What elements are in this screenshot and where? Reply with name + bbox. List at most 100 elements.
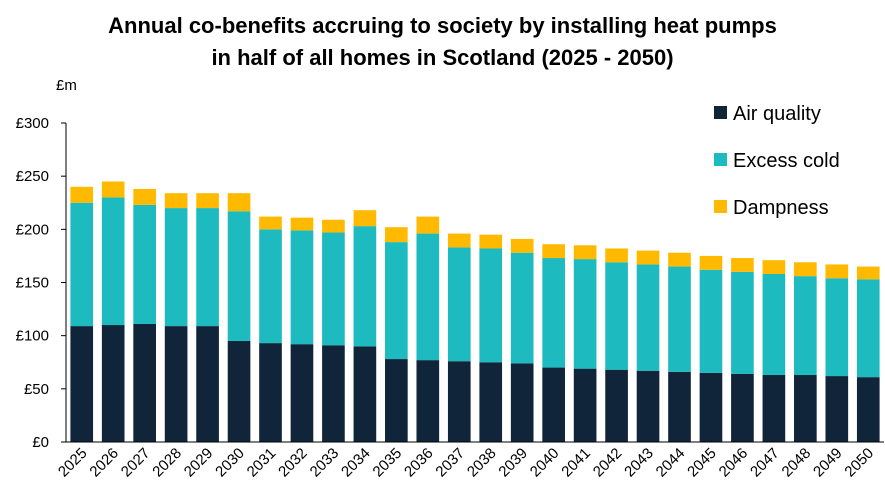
x-tick-label: 2040 [527,445,563,481]
bar-excess-cold-2049 [825,278,849,377]
bar-air-quality-2026 [101,325,125,442]
bar-air-quality-2034 [353,346,377,442]
bar-excess-cold-2030 [227,211,251,341]
x-tick-label: 2032 [275,445,311,481]
bar-air-quality-2038 [479,362,503,442]
bar-air-quality-2030 [227,340,251,442]
bar-air-quality-2037 [447,361,471,442]
bar-dampness-2032 [290,217,314,231]
bar-excess-cold-2028 [164,208,188,327]
bar-excess-cold-2033 [322,232,345,346]
bar-dampness-2029 [196,193,219,209]
bar-air-quality-2033 [322,345,345,442]
x-tick-label: 2036 [401,445,437,481]
legend-swatch [714,200,727,213]
bar-excess-cold-2044 [668,266,691,372]
legend-label: Excess cold [733,150,840,172]
bar-excess-cold-2043 [636,264,660,371]
x-tick-label: 2034 [338,445,374,481]
bar-air-quality-2039 [510,363,534,442]
x-tick-label: 2026 [86,445,122,481]
bar-excess-cold-2034 [353,226,377,347]
bar-dampness-2044 [668,252,691,267]
bar-excess-cold-2047 [762,273,786,376]
bar-air-quality-2048 [794,375,817,442]
x-tick-label: 2027 [118,445,154,481]
bar-excess-cold-2026 [101,197,125,326]
bar-air-quality-2044 [668,371,691,442]
bar-dampness-2031 [259,216,282,230]
x-tick-label: 2039 [495,445,531,481]
x-tick-label: 2046 [716,445,752,481]
bar-air-quality-2036 [416,360,440,442]
bar-dampness-2041 [573,245,597,260]
bar-dampness-2026 [101,181,125,198]
bar-air-quality-2028 [164,326,188,442]
x-tick-label: 2042 [590,445,626,481]
chart-title: Annual co-benefits accruing to society b… [0,10,885,74]
bar-excess-cold-2027 [133,204,156,324]
bar-dampness-2028 [164,193,188,209]
x-tick-label: 2037 [432,445,468,481]
y-tick-label: £250 [16,168,49,185]
y-tick-label: £0 [32,434,49,451]
bar-dampness-2030 [227,193,251,212]
x-tick-label: 2035 [370,445,406,481]
y-tick-label: £300 [16,115,49,132]
bar-excess-cold-2031 [259,229,282,344]
bar-air-quality-2031 [259,343,282,442]
bar-dampness-2035 [385,227,408,243]
bar-excess-cold-2036 [416,233,440,361]
x-tick-label: 2047 [747,445,783,481]
bar-air-quality-2050 [856,377,880,442]
y-tick-label: £150 [16,275,49,292]
bar-excess-cold-2037 [447,247,471,362]
bar-dampness-2048 [794,262,817,277]
y-axis-unit: £m [56,77,77,94]
x-tick-label: 2029 [181,445,217,481]
y-tick-label: £100 [16,328,49,345]
bar-air-quality-2045 [699,372,723,442]
x-axis-ticks: 2025202620272028202920302031203220332034… [55,445,877,481]
bar-dampness-2036 [416,216,440,234]
y-tick-label: £200 [16,221,49,238]
bar-air-quality-2029 [196,326,219,442]
bar-dampness-2042 [605,248,628,263]
bar-excess-cold-2040 [542,258,565,368]
bar-air-quality-2042 [605,369,628,442]
bar-excess-cold-2041 [573,259,597,369]
bar-dampness-2039 [510,238,534,253]
chart-title-line-2: in half of all homes in Scotland (2025 -… [211,45,674,70]
legend: Air quality Excess cold Dampness [714,103,840,219]
legend-swatch [714,153,727,166]
bar-air-quality-2025 [70,326,94,442]
bar-air-quality-2040 [542,367,565,442]
bar-air-quality-2043 [636,370,660,442]
bar-dampness-2037 [447,233,471,248]
x-tick-label: 2048 [779,445,815,481]
bar-dampness-2025 [70,186,94,203]
bar-air-quality-2032 [290,344,314,442]
x-tick-label: 2050 [841,445,877,481]
bar-dampness-2040 [542,244,565,259]
x-tick-label: 2049 [810,445,846,481]
bars [70,181,880,442]
y-axis-ticks: £0 £50 £100 £150 £200 £250 £300 [16,115,66,451]
bar-air-quality-2047 [762,375,786,442]
bar-dampness-2034 [353,210,377,227]
bar-excess-cold-2042 [605,262,628,370]
bar-air-quality-2035 [385,359,408,442]
legend-swatch [714,106,727,119]
bar-air-quality-2049 [825,376,849,442]
x-tick-label: 2038 [464,445,500,481]
bar-air-quality-2046 [731,373,754,442]
bar-air-quality-2027 [133,323,156,442]
x-tick-label: 2045 [684,445,720,481]
x-tick-label: 2041 [558,445,594,481]
x-tick-label: 2025 [55,445,91,481]
bar-dampness-2047 [762,260,786,274]
bar-air-quality-2041 [573,368,597,442]
bar-excess-cold-2046 [731,271,754,374]
bar-dampness-2049 [825,264,849,279]
